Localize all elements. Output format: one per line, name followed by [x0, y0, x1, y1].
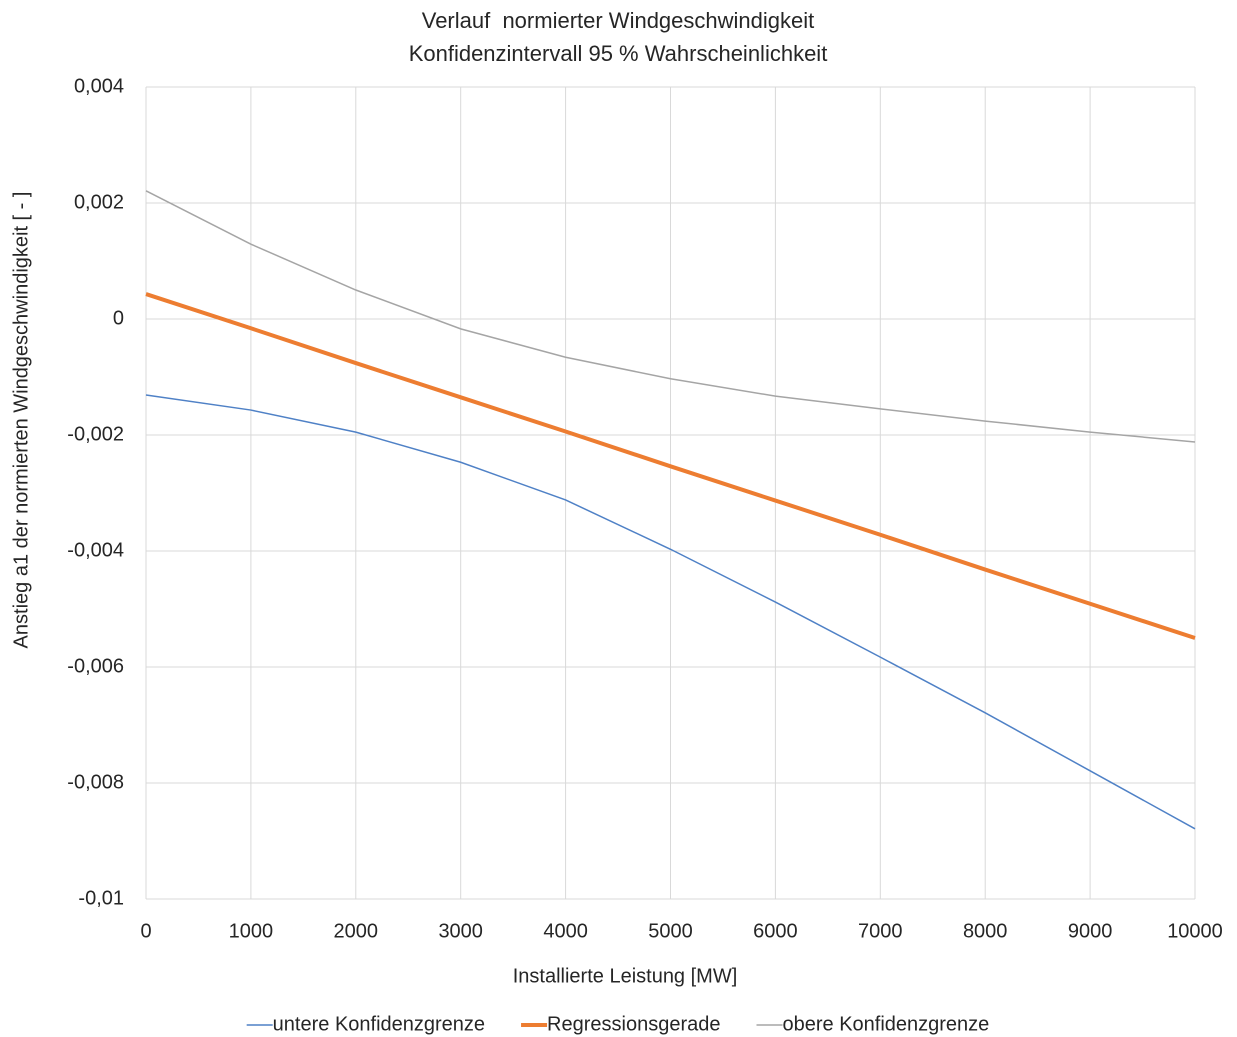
y-tick-label: 0 — [113, 307, 124, 329]
x-tick-label: 7000 — [858, 920, 903, 942]
y-tick-label: -0,01 — [78, 887, 124, 909]
y-tick-label: -0,008 — [67, 771, 124, 793]
x-tick-label: 0 — [140, 920, 151, 942]
chart-subtitle: Konfidenzintervall 95 % Wahrscheinlichke… — [409, 41, 828, 66]
y-axis-label: Anstieg a1 der normierten Windgeschwindi… — [10, 192, 32, 649]
x-tick-label: 8000 — [963, 920, 1008, 942]
line — [145, 190, 1196, 443]
x-tick-label: 5000 — [648, 920, 693, 942]
y-tick-label: 0,004 — [74, 75, 124, 97]
x-tick-label: 10000 — [1167, 920, 1223, 942]
x-tick-label: 2000 — [334, 920, 379, 942]
line — [145, 394, 1196, 830]
legend-label: untere Konfidenzgrenze — [273, 1013, 485, 1035]
y-tick-label: -0,004 — [67, 539, 124, 561]
y-tick-label: -0,006 — [67, 655, 124, 677]
legend-label: Regressionsgerade — [547, 1013, 720, 1035]
chart-title: Verlauf normierter Windgeschwindigkeit — [422, 8, 815, 33]
x-tick-label: 4000 — [543, 920, 588, 942]
x-tick-label: 9000 — [1068, 920, 1113, 942]
y-tick-label: -0,002 — [67, 423, 124, 445]
x-axis-label: Installierte Leistung [MW] — [513, 965, 738, 987]
x-tick-label: 1000 — [229, 920, 274, 942]
x-tick-label: 3000 — [438, 920, 483, 942]
y-tick-label: 0,002 — [74, 191, 124, 213]
legend-label: obere Konfidenzgrenze — [782, 1013, 989, 1035]
x-tick-label: 6000 — [753, 920, 798, 942]
line — [145, 292, 1196, 640]
